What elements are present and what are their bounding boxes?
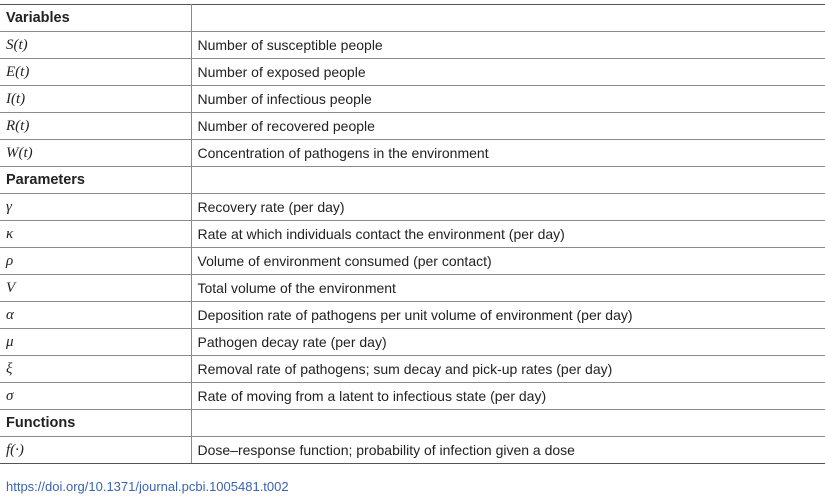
section-header: Functions [0, 409, 192, 437]
parameter-table-body: Variables S(t) Number of susceptible peopl… [0, 4, 825, 464]
table-row: S(t) Number of susceptible people [0, 31, 825, 59]
description-cell: Number of susceptible people [191, 31, 825, 59]
table-row: R(t) Number of recovered people [0, 112, 825, 140]
table-row: γ Recovery rate (per day) [0, 193, 825, 221]
description-cell: Number of exposed people [191, 58, 825, 86]
table-row: κ Rate at which individuals contact the e… [0, 220, 825, 248]
description-cell: Removal rate of pathogens; sum decay and… [191, 355, 825, 383]
section-header-empty-cell [191, 409, 825, 437]
symbol-cell: I(t) [0, 85, 192, 113]
table-row: V Total volume of the environment [0, 274, 825, 302]
description-cell: Pathogen decay rate (per day) [191, 328, 825, 356]
table-row: E(t) Number of exposed people [0, 58, 825, 86]
description-cell: Volume of environment consumed (per cont… [191, 247, 825, 275]
section-header: Variables [0, 4, 192, 32]
symbol-cell: f(·) [0, 436, 192, 464]
symbol-cell: γ [0, 193, 192, 221]
symbol-cell: R(t) [0, 112, 192, 140]
symbol-cell: σ [0, 382, 192, 410]
section-header-empty-cell [191, 166, 825, 194]
table-row: f(·) Dose–response function; probability … [0, 436, 825, 464]
description-cell: Deposition rate of pathogens per unit vo… [191, 301, 825, 329]
table-row: ρ Volume of environment consumed (per con… [0, 247, 825, 275]
section-header-row: Variables [0, 4, 825, 32]
section-header-row: Functions [0, 409, 825, 437]
symbol-cell: ξ [0, 355, 192, 383]
description-cell: Rate at which individuals contact the en… [191, 220, 825, 248]
symbol-cell: V [0, 274, 192, 302]
description-cell: Dose–response function; probability of i… [191, 436, 825, 464]
symbol-cell: E(t) [0, 58, 192, 86]
description-cell: Recovery rate (per day) [191, 193, 825, 221]
table-row: ξ Removal rate of pathogens; sum decay an… [0, 355, 825, 383]
table-row: σ Rate of moving from a latent to infecti… [0, 382, 825, 410]
description-cell: Rate of moving from a latent to infectio… [191, 382, 825, 410]
table-row: μ Pathogen decay rate (per day) [0, 328, 825, 356]
symbol-cell: μ [0, 328, 192, 356]
parameter-table: Variables S(t) Number of susceptible peopl… [0, 4, 825, 464]
description-cell: Concentration of pathogens in the enviro… [191, 139, 825, 167]
description-cell: Total volume of the environment [191, 274, 825, 302]
table-row: I(t) Number of infectious people [0, 85, 825, 113]
symbol-cell: S(t) [0, 31, 192, 59]
description-cell: Number of recovered people [191, 112, 825, 140]
description-cell: Number of infectious people [191, 85, 825, 113]
section-header-row: Parameters [0, 166, 825, 194]
symbol-cell: ρ [0, 247, 192, 275]
section-header: Parameters [0, 166, 192, 194]
symbol-cell: α [0, 301, 192, 329]
doi-link[interactable]: https://doi.org/10.1371/journal.pcbi.100… [6, 479, 289, 494]
table-row: W(t) Concentration of pathogens in the en… [0, 139, 825, 167]
section-header-empty-cell [191, 4, 825, 32]
table-row: α Deposition rate of pathogens per unit v… [0, 301, 825, 329]
symbol-cell: κ [0, 220, 192, 248]
symbol-cell: W(t) [0, 139, 192, 167]
